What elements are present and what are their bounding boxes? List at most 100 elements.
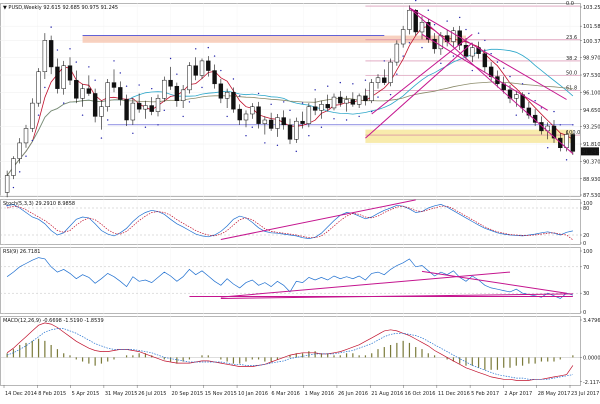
x-tick-label: 6 Mar 2016 (271, 391, 300, 397)
macd-hist-bar (138, 353, 140, 358)
fib-level-label: 50.0 (566, 70, 577, 76)
sar-dot (396, 73, 398, 75)
candle (92, 93, 98, 117)
sar-dot (100, 137, 103, 139)
sar-dot (295, 150, 297, 153)
sar-dot (327, 85, 329, 87)
x-tick-label: 10 Jan 2016 (238, 391, 268, 397)
macd-pane-frame (0, 316, 581, 386)
macd-hist-bar (44, 340, 46, 358)
trend-line (409, 7, 574, 155)
macd-y-tick-label: -2.1174 (583, 380, 600, 386)
macd-hist-bar (383, 347, 385, 358)
x-tick-label: 31 May 2015 (105, 391, 138, 397)
macd-hist-bar (371, 353, 373, 358)
macd-hist-bar (94, 357, 96, 366)
x-tick-label: 1 May 2016 (305, 391, 334, 397)
macd-hist-bar (75, 357, 77, 360)
candle (99, 106, 104, 117)
stoch-trend-line (220, 199, 416, 240)
macd-hist-bar (339, 355, 341, 358)
x-tick-label: 26 Jun 2016 (338, 391, 368, 397)
candle (312, 106, 318, 111)
sar-dot (553, 110, 555, 113)
sar-dot (471, 69, 473, 72)
candle (344, 99, 349, 104)
sar-dot (207, 46, 209, 49)
sar-dot (333, 118, 335, 120)
macd-hist-bar (408, 342, 411, 358)
candle (256, 106, 261, 124)
candle (275, 117, 280, 129)
sar-dot (69, 48, 71, 50)
candle (294, 120, 299, 140)
candle (168, 79, 173, 87)
rsi-header: RSI(9) 26.7181 (3, 249, 40, 255)
macd-hist-bar (547, 357, 549, 362)
x-tick-label: 21 Aug 2016 (371, 391, 403, 397)
stoch-header: Stoch(5,3,3) 29.2910 8.9858 (3, 201, 75, 207)
macd-hist-bar (107, 357, 109, 362)
candle (375, 77, 381, 83)
sar-dot (339, 81, 341, 84)
macd-hist-bar (289, 355, 291, 358)
macd-hist-bar (301, 353, 304, 358)
last-price-label: 91.245 (582, 149, 600, 155)
sar-dot (534, 100, 536, 102)
macd-hist-bar (333, 355, 335, 358)
sar-dot (31, 139, 33, 142)
sar-dot (119, 72, 121, 74)
macd-hist-bar (496, 357, 499, 370)
candle (526, 107, 532, 116)
macd-hist-bar (396, 342, 398, 358)
candle (470, 47, 475, 57)
trend-line (371, 33, 473, 115)
candle (570, 134, 576, 152)
macd-hist-bar (176, 357, 178, 364)
macd-hist-bar (276, 357, 279, 360)
rsi-trend-line (220, 293, 573, 299)
candle (281, 117, 286, 126)
x-tick-label: 20 Sep 2015 (171, 391, 203, 397)
candle (237, 108, 242, 121)
candle (306, 106, 312, 124)
fib-level-label: 38.2 (566, 56, 577, 62)
macd-hist-bar (6, 353, 8, 358)
sar-dot (408, 42, 411, 44)
sar-dot (157, 124, 159, 126)
macd-hist-bar (515, 357, 517, 366)
candle (118, 87, 123, 100)
rsi-y-tick-label: 100 (583, 249, 593, 255)
x-tick-label: 2 Apr 2017 (504, 391, 532, 397)
macd-hist-bar (540, 357, 543, 362)
sar-dot (163, 109, 165, 112)
stoch-y-tick-label: 100 (583, 201, 593, 207)
sar-dot (364, 79, 367, 81)
sar-dot (528, 92, 530, 95)
price-y-tick-label: 100.370 (583, 39, 600, 45)
candle (451, 30, 456, 42)
macd-hist-bar (572, 355, 574, 358)
macd-hist-bar (239, 357, 241, 364)
macd-hist-bar (163, 357, 165, 360)
macd-hist-bar (37, 338, 40, 358)
candle (300, 120, 305, 124)
x-tick-label: 26 Jul 2015 (138, 391, 166, 397)
macd-hist-bar (295, 353, 297, 358)
macd-hist-bar (308, 351, 310, 358)
macd-hist-bar (471, 357, 473, 366)
sar-dot (358, 115, 360, 118)
candle (218, 83, 224, 99)
sar-dot (213, 55, 216, 57)
sar-dot (44, 86, 46, 89)
candle (426, 22, 431, 40)
macd-hist-bar (402, 340, 404, 358)
sar-dot (289, 109, 291, 112)
candle (231, 92, 236, 110)
candle (42, 40, 48, 73)
macd-hist-bar (559, 357, 561, 360)
sar-dot (509, 75, 511, 78)
rsi-trend-line (220, 271, 511, 298)
sar-dot (63, 102, 65, 104)
